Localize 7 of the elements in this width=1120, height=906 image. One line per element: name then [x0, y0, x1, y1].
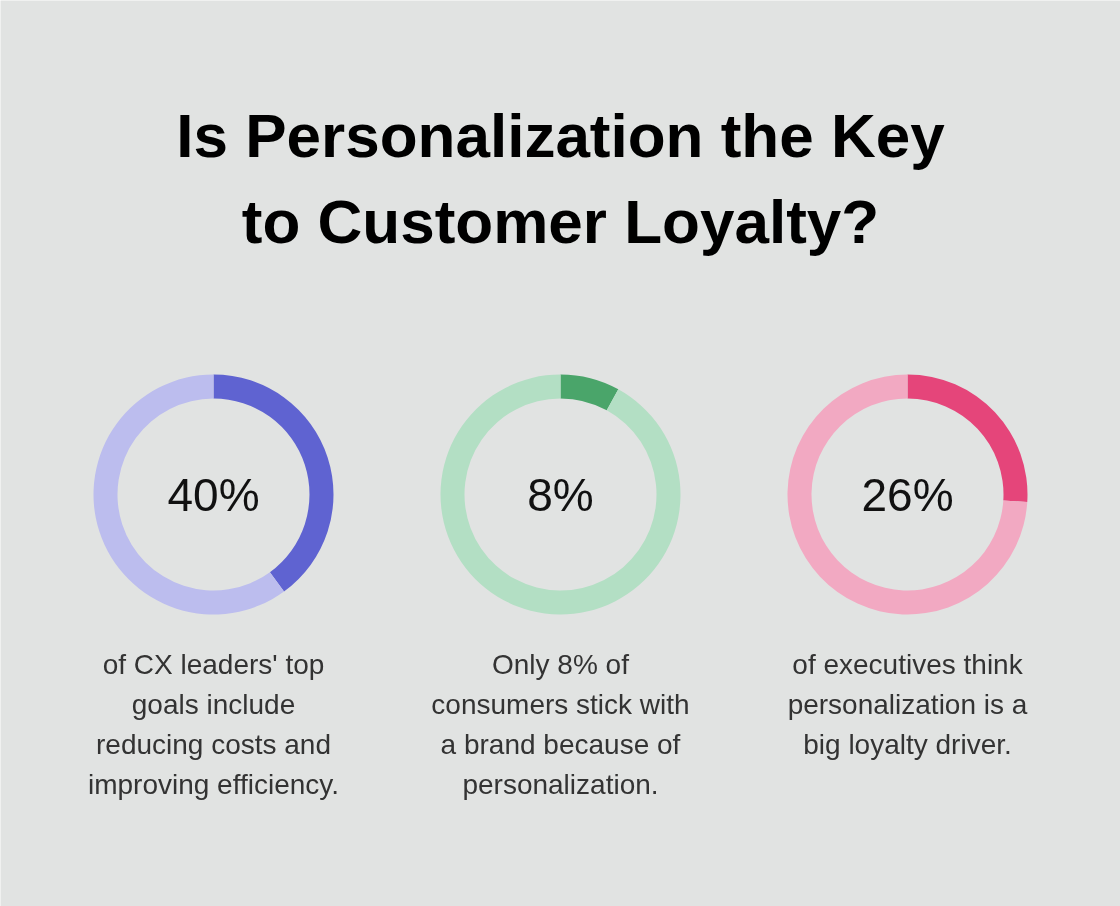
text: of executives think personalization is a big loyalty driver.	[787, 648, 1028, 761]
data-label: 8%	[527, 468, 594, 521]
text: Is Personalization the Key to Customer Loyalty?	[176, 100, 946, 256]
text: Only 8% of consumers stick with a brand because of personalization.	[431, 648, 690, 801]
data-label: 40%	[167, 468, 260, 521]
text: of CX leaders' top goals include reducing costs and improving efficiency.	[87, 648, 340, 801]
data-label: 26%	[861, 468, 954, 521]
